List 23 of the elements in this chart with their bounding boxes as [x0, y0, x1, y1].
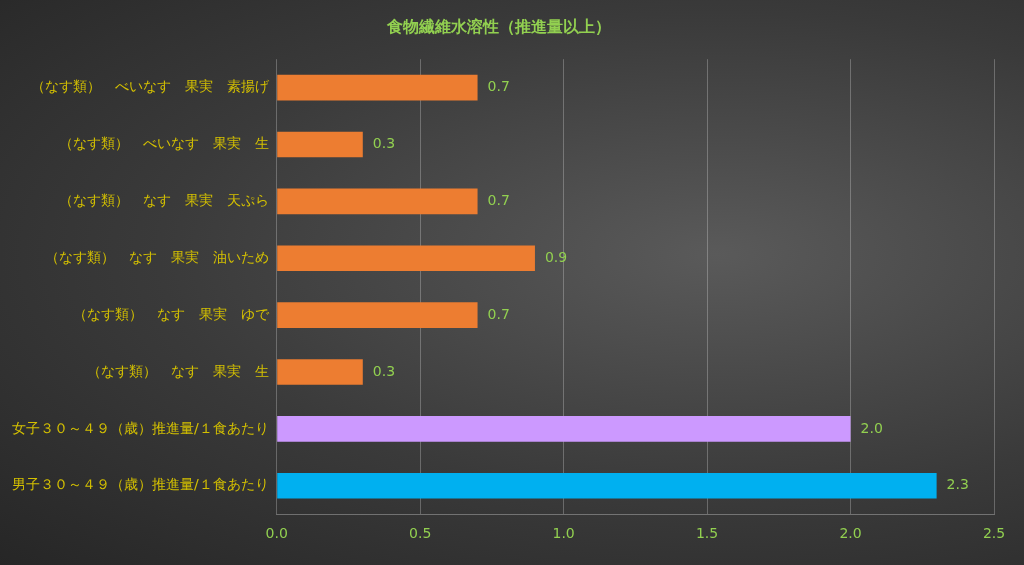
- data-label: 0.7: [487, 192, 510, 209]
- data-label: 0.3: [372, 362, 396, 379]
- chart-title: 食物繊維水溶性（推進量以上）: [386, 16, 611, 36]
- x-tick-label: 0.5: [409, 525, 432, 542]
- data-label: 0.9: [544, 248, 568, 265]
- x-tick-label: 2.0: [839, 525, 862, 542]
- x-tick-label: 2.5: [982, 525, 1006, 542]
- y-tick-label: （なす類） べいなす 果実 生: [58, 135, 269, 152]
- x-tick-label: 1.5: [695, 525, 719, 542]
- data-label: 0.3: [372, 135, 396, 152]
- y-tick-label: （なす類） べいなす 果実 素揚げ: [30, 78, 270, 95]
- data-label: 0.7: [487, 78, 510, 95]
- data-label: 2.0: [860, 419, 883, 436]
- data-label: 0.7: [487, 305, 510, 322]
- y-tick-label: （なす類） なす 果実 天ぷら: [58, 192, 269, 209]
- y-tick-label: （なす類） なす 果実 油いため: [44, 248, 269, 265]
- y-tick-label: （なす類） なす 果実 ゆで: [72, 305, 270, 322]
- y-tick-label: （なす類） なす 果実 生: [86, 362, 269, 379]
- data-label: 2.3: [946, 476, 969, 493]
- y-tick-label: 女子３０～４９（歳）推進量/１食あたり: [12, 419, 269, 436]
- x-tick-label: 1.0: [552, 525, 575, 542]
- x-tick-label: 0.0: [265, 525, 288, 542]
- y-tick-label: 男子３０～４９（歳）推進量/１食あたり: [12, 476, 269, 493]
